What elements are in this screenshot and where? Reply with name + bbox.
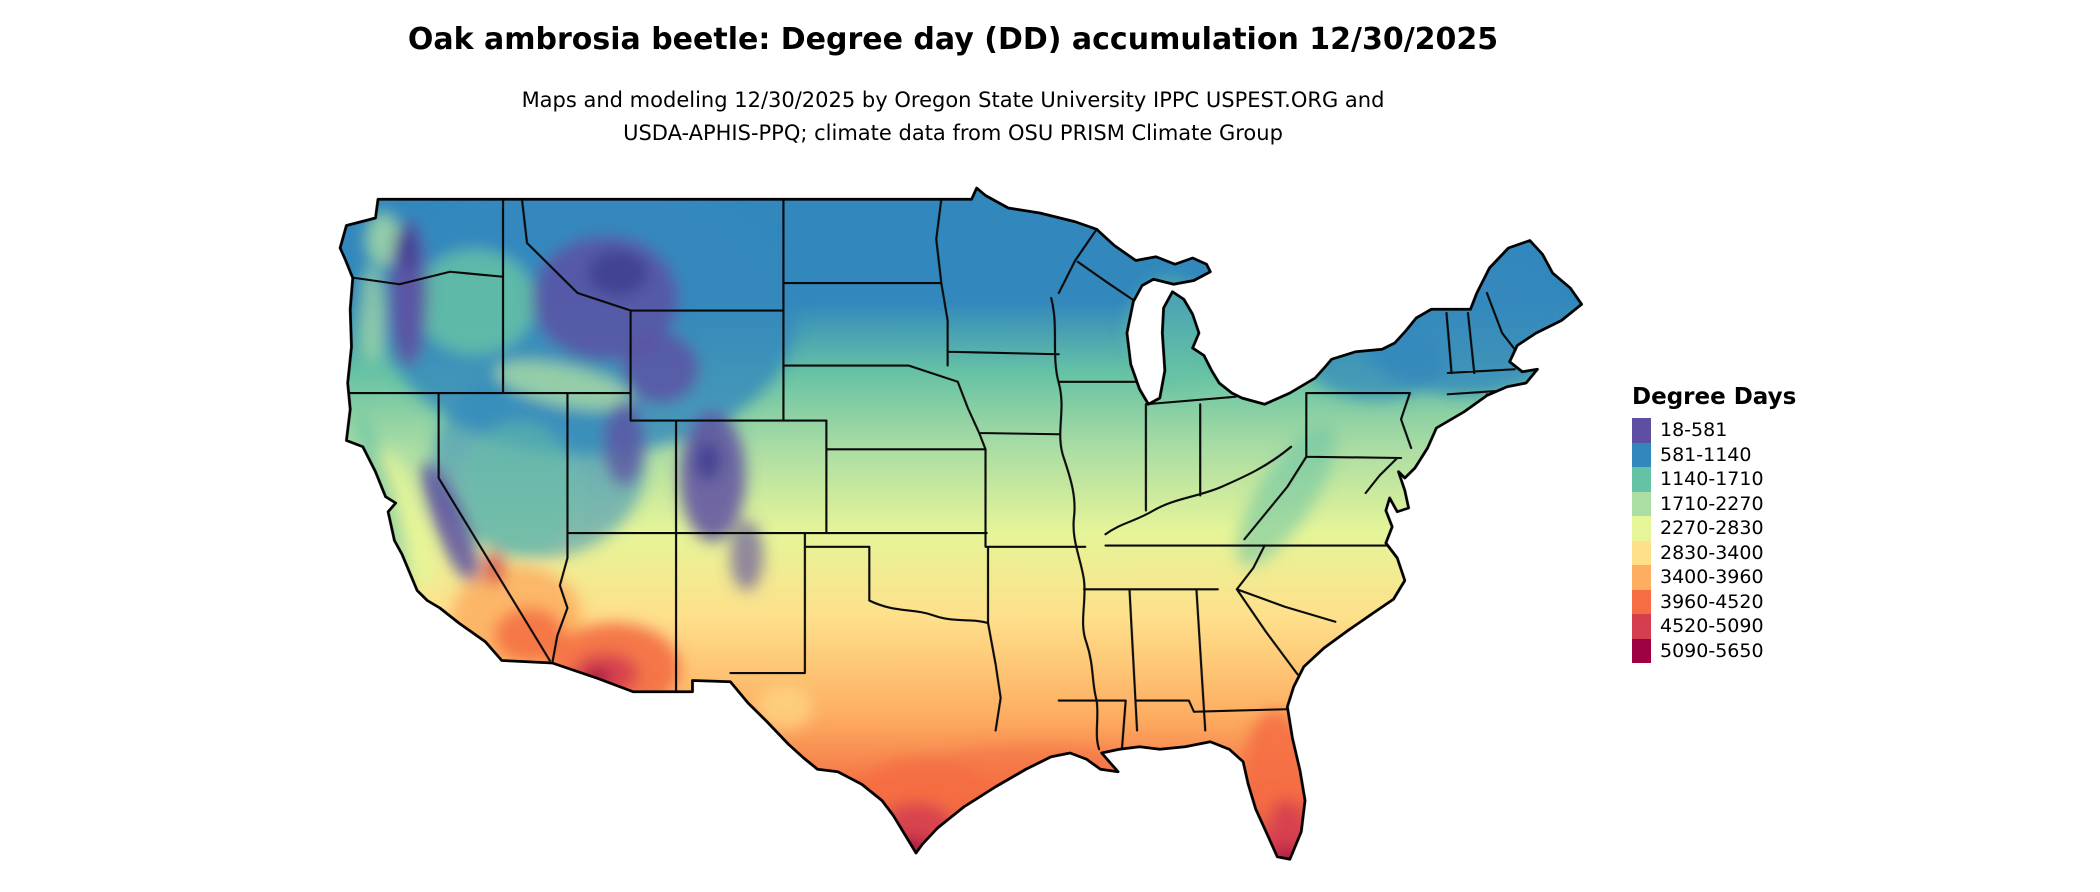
legend-item: 1140-1710 — [1632, 467, 1796, 492]
legend-swatch — [1632, 638, 1651, 663]
legend-label: 581-1140 — [1660, 443, 1752, 466]
legend-swatch — [1632, 589, 1651, 614]
legend-item: 4520-5090 — [1632, 614, 1796, 639]
legend-swatch — [1632, 442, 1651, 467]
legend-label: 5090-5650 — [1660, 639, 1764, 662]
subtitle-line-2: USDA-APHIS-PPQ; climate data from OSU PR… — [623, 121, 1283, 145]
state-borders — [345, 198, 1516, 751]
legend-item: 1710-2270 — [1632, 491, 1796, 516]
map-subtitle: Maps and modeling 12/30/2025 by Oregon S… — [522, 84, 1385, 150]
legend-item: 5090-5650 — [1632, 638, 1796, 663]
legend-swatch — [1632, 516, 1651, 541]
degree-day-raster — [340, 188, 1582, 860]
us-degree-day-map — [338, 186, 1584, 861]
legend-label: 3400-3960 — [1660, 566, 1764, 589]
legend-title: Degree Days — [1632, 384, 1797, 410]
legend-item: 3960-4520 — [1632, 589, 1796, 614]
legend-label: 1140-1710 — [1660, 468, 1764, 491]
legend-swatch — [1632, 467, 1651, 492]
legend-item: 3400-3960 — [1632, 565, 1796, 590]
legend-label: 4520-5090 — [1660, 615, 1764, 638]
page-title: Oak ambrosia beetle: Degree day (DD) acc… — [407, 22, 1499, 57]
legend-label: 2270-2830 — [1660, 517, 1764, 540]
legend-swatch — [1632, 614, 1651, 639]
subtitle-line-1: Maps and modeling 12/30/2025 by Oregon S… — [521, 88, 1385, 112]
legend-label: 3960-4520 — [1660, 590, 1764, 613]
legend-swatch — [1632, 418, 1651, 443]
legend: Degree Days 18-581 581-1140 1140-1710 17… — [1632, 384, 1796, 663]
legend-label: 1710-2270 — [1660, 492, 1764, 515]
legend-swatch — [1632, 565, 1651, 590]
legend-swatch — [1632, 491, 1651, 516]
legend-item: 2830-3400 — [1632, 540, 1796, 565]
legend-label: 18-581 — [1660, 419, 1728, 442]
legend-item: 581-1140 — [1632, 442, 1796, 467]
legend-swatch — [1632, 540, 1651, 565]
legend-item: 2270-2830 — [1632, 516, 1796, 541]
legend-label: 2830-3400 — [1660, 541, 1764, 564]
legend-item: 18-581 — [1632, 418, 1796, 443]
